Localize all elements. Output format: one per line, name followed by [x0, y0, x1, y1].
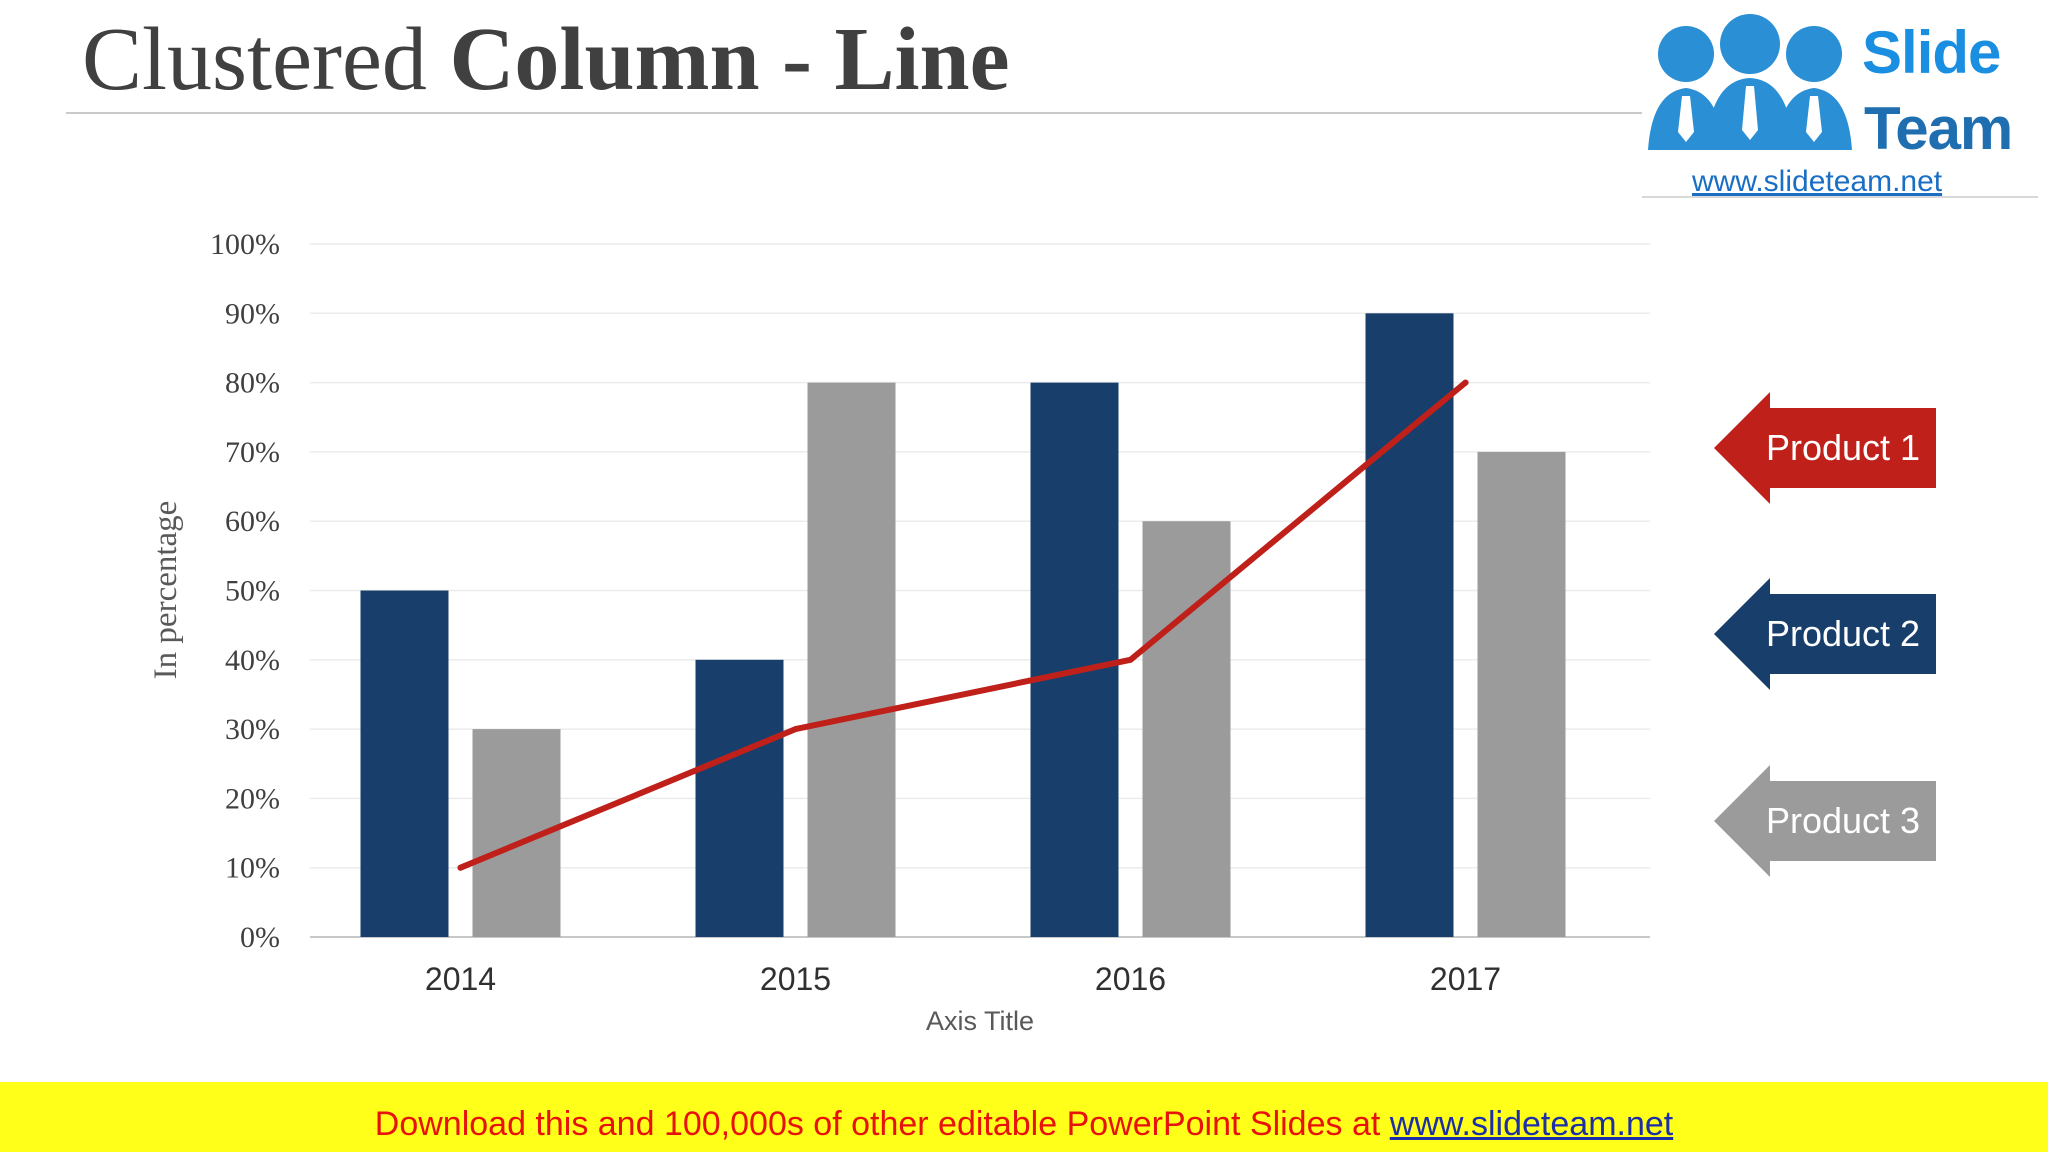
x-tick-label: 2015: [760, 961, 831, 997]
line-series: [457, 379, 1469, 871]
legend-item-product-2: Product 2: [1714, 578, 1936, 690]
logo-word-slide: Slide: [1862, 19, 2001, 86]
y-tick-label: 60%: [225, 505, 280, 538]
y-tick-label: 50%: [225, 575, 280, 608]
logo-word-team: Team: [1864, 95, 2013, 162]
line-point: [1127, 656, 1134, 663]
bar-2016-series-1: [1030, 382, 1119, 938]
y-tick-label: 40%: [225, 644, 280, 677]
x-tick-label: 2017: [1430, 961, 1501, 997]
line-series-1: [457, 379, 1469, 871]
bar-2017-series-1: [1365, 313, 1454, 937]
y-tick-label: 0%: [240, 921, 280, 954]
logo-url-link[interactable]: www.slideteam.net: [1692, 165, 1943, 198]
x-tick-label: 2016: [1095, 961, 1166, 997]
bar-2015-series-2: [807, 382, 896, 938]
y-axis-ticks: 0% 10% 20% 30% 40% 50% 60% 70% 80% 90% 100%: [210, 228, 280, 954]
line-point: [792, 726, 799, 733]
y-tick-label: 20%: [225, 782, 280, 815]
legend-label: Product 3: [1765, 800, 1921, 841]
bar-2015-series-1: [695, 659, 784, 937]
legend-item-product-3: Product 3: [1714, 765, 1936, 877]
slideteam-logo[interactable]: Slide Team www.slideteam.net: [1642, 0, 2038, 200]
title-regular: Clustered: [82, 10, 450, 109]
left-arrow-icon: [1714, 765, 1936, 877]
download-banner: Download this and 100,000s of other edit…: [0, 1082, 2048, 1152]
y-axis-title: In percentage: [148, 501, 184, 680]
left-arrow-icon: [1714, 578, 1936, 690]
bar-2016-series-2: [1142, 521, 1231, 937]
logo-divider: [1642, 196, 2038, 198]
y-tick-label: 30%: [225, 713, 280, 746]
line-point: [1462, 379, 1469, 386]
people-icon: [1648, 14, 1852, 150]
y-tick-label: 10%: [225, 852, 280, 885]
x-axis-title: Axis Title: [926, 1006, 1034, 1036]
line-point: [457, 864, 464, 871]
y-tick-label: 70%: [225, 436, 280, 469]
y-tick-label: 100%: [210, 228, 280, 261]
bar-series: [360, 313, 1566, 938]
legend-label: Product 1: [1765, 427, 1921, 468]
bar-2017-series-2: [1477, 451, 1566, 937]
legend-item-product-1: Product 1: [1714, 392, 1936, 504]
banner-text: Download this and 100,000s of other edit…: [374, 1105, 1390, 1143]
title-bold: Column - Line: [449, 10, 1010, 109]
left-arrow-icon: [1714, 392, 1936, 504]
y-tick-label: 90%: [225, 297, 280, 330]
title-divider: [66, 112, 1642, 114]
x-axis-categories: 2014 2015 2016 2017: [425, 961, 1501, 997]
bar-2014-series-1: [360, 590, 449, 937]
banner-link[interactable]: www.slideteam.net: [1389, 1105, 1674, 1143]
clustered-column-line-chart: 0%10%20%30%40%50%60%70%80%90%100% 2014 20…: [148, 228, 1650, 1036]
y-tick-label: 80%: [225, 367, 280, 400]
page-title: Clustered Column - Line: [82, 8, 1010, 111]
x-tick-label: 2014: [425, 961, 496, 997]
legend-label: Product 2: [1765, 613, 1921, 654]
